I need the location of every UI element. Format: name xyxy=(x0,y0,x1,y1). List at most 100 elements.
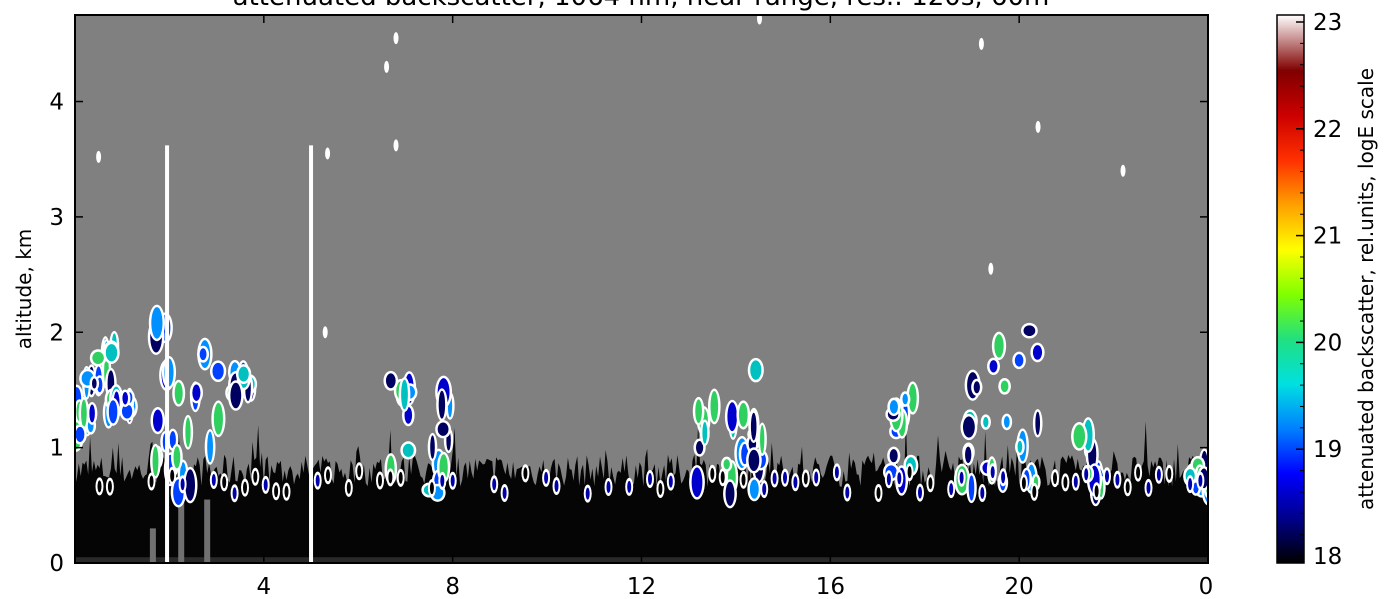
isolated-feature xyxy=(322,326,328,339)
colorbar-tick-label: 19 xyxy=(1313,437,1342,463)
cloud-core xyxy=(1073,475,1078,488)
x-tick-label: 8 xyxy=(445,574,460,599)
cloud-core xyxy=(710,390,719,422)
cloud-core xyxy=(668,475,673,488)
cloud-core xyxy=(1198,474,1203,487)
cloud-core xyxy=(122,391,128,405)
cloud-core xyxy=(1032,345,1043,360)
cloud-core xyxy=(1063,476,1068,489)
cloud-core xyxy=(149,475,154,488)
cloud-core xyxy=(357,465,362,478)
cloud-core xyxy=(230,382,242,409)
cloud-core xyxy=(918,486,922,499)
cloud-core xyxy=(211,474,216,486)
cloud-core xyxy=(845,486,850,499)
cloud-core xyxy=(990,466,995,479)
cloud-core xyxy=(174,382,183,405)
cloud-core xyxy=(1032,485,1037,498)
cloud-core xyxy=(401,379,408,410)
x-tick-label: 0 xyxy=(1199,574,1214,599)
cloud-core xyxy=(949,483,954,496)
cloud-core xyxy=(1017,440,1023,453)
cloud-core xyxy=(627,480,632,493)
cloud-core xyxy=(803,472,808,485)
cloud-core xyxy=(437,422,449,436)
cloud-core xyxy=(284,485,289,498)
cloud-core xyxy=(346,481,351,494)
cloud-core xyxy=(702,422,708,444)
cloud-core xyxy=(725,481,735,506)
cloud-core xyxy=(1156,468,1161,481)
cloud-core xyxy=(274,485,279,498)
isolated-feature xyxy=(1035,120,1041,133)
cloud-core xyxy=(1105,470,1109,483)
cloud-core xyxy=(92,351,104,365)
cloud-core xyxy=(1146,481,1151,494)
cloud-core xyxy=(238,366,249,382)
cloud-core xyxy=(965,446,972,464)
cloud-core xyxy=(378,474,382,487)
colorbar-tick-label: 18 xyxy=(1313,544,1342,570)
cloud-core xyxy=(1188,478,1193,491)
cloud-core xyxy=(889,449,898,463)
cloud-core xyxy=(1023,325,1036,337)
cloud-core xyxy=(385,373,396,389)
cloud-core xyxy=(199,348,207,361)
cloud-core xyxy=(750,360,762,380)
data-gap xyxy=(149,528,156,563)
cloud-core xyxy=(402,443,414,457)
cloud-core xyxy=(1003,416,1010,428)
cloud-core xyxy=(1000,380,1009,393)
cloud-core xyxy=(738,402,748,427)
cloud-core xyxy=(263,478,268,491)
cloud-core xyxy=(695,399,702,424)
x-tick-label: 16 xyxy=(816,574,845,599)
cloud-core xyxy=(544,471,549,484)
y-axis-label: altitude, km xyxy=(12,229,36,350)
colorbar-tick-label: 20 xyxy=(1313,330,1342,356)
cloud-core xyxy=(876,487,881,499)
cloud-core xyxy=(889,400,898,414)
cloud-core xyxy=(212,362,224,380)
cloud-core xyxy=(222,476,227,489)
boundary-layer-area xyxy=(75,418,1208,563)
cloud-core xyxy=(398,471,403,484)
data-gap xyxy=(178,499,185,563)
cloud-core xyxy=(723,459,730,470)
cloud-core xyxy=(213,402,223,435)
cloud-core xyxy=(720,471,725,484)
data-gap xyxy=(204,499,211,563)
cloud-core xyxy=(207,431,213,463)
x-tick-label: 4 xyxy=(257,574,272,599)
cloud-core xyxy=(928,477,933,490)
isolated-feature xyxy=(325,147,331,160)
cloud-core xyxy=(1073,424,1086,449)
cloud-core xyxy=(695,440,704,455)
cloud-core xyxy=(180,478,185,491)
cloud-core xyxy=(502,487,507,499)
cloud-core xyxy=(793,476,798,489)
cloud-core xyxy=(492,478,497,491)
cloud-core xyxy=(983,416,989,428)
cloud-core xyxy=(81,399,87,428)
cloud-core xyxy=(886,473,891,486)
cloud-core xyxy=(1094,485,1099,498)
y-axis: 0 1 2 3 4 xyxy=(49,90,1208,577)
y-tick-label: 1 xyxy=(49,436,64,462)
cloud-core xyxy=(1053,472,1057,485)
cloud-core xyxy=(1014,354,1024,367)
cloud-core xyxy=(429,482,434,495)
cloud-core xyxy=(658,483,663,495)
cloud-core xyxy=(749,479,759,499)
cloud-core xyxy=(989,360,998,373)
cloud-core xyxy=(438,390,446,419)
cloud-core xyxy=(585,487,590,500)
colorbar-gradient xyxy=(1276,14,1305,564)
isolated-feature xyxy=(393,139,399,152)
colorbar-tick-label: 21 xyxy=(1313,224,1342,250)
cloud-core xyxy=(727,402,737,432)
vertical-streak xyxy=(165,145,170,563)
cloud-core xyxy=(691,467,703,498)
chart-title: attenuated backscatter, 1064 nm, near ra… xyxy=(233,0,1050,12)
